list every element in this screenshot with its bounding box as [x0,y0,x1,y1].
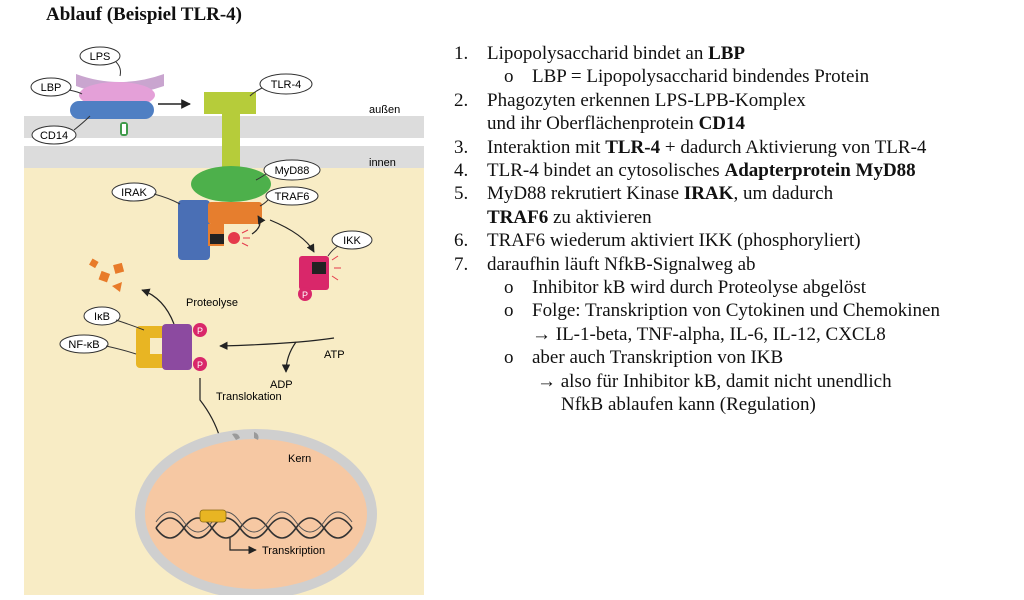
proteolyse-label: Proteolyse [186,297,238,309]
step-1-sub: o LBP = Lipopolysaccharid bindendes Prote… [504,66,870,88]
step-1: 1. Lipopolysaccharid bindet an LBP [454,43,746,64]
step-2: 2. Phagozyten erkennen LPS-LPB-Komplex un… [454,89,806,135]
traf6-shape [208,202,262,224]
step-list: 1. Lipopolysaccharid bindet an LBP o LBP =… [454,42,1022,417]
step-7: 7. daraufhin läuft NfkB-Signalweg ab [454,253,756,275]
arrow-icon: → [532,323,551,345]
svg-text:P: P [302,290,308,300]
inside-label: innen [369,157,396,169]
ikb-label-bubble: IκB [83,306,145,331]
cd14-shape [70,101,154,119]
traf6-label: TRAF6 [275,191,310,203]
traf6-label-bubble: TRAF6 [259,186,319,207]
irak-label: IRAK [121,187,147,199]
lbp-label: LBP [41,82,62,94]
proteolysis-fragments [89,258,125,292]
step-4: 4. TLR-4 bindet an cytosolisches Adapterp… [454,160,916,182]
step-6: 6. TRAF6 wiederum aktiviert IKK (phosphor… [454,230,861,252]
ikb-label: IκB [94,311,110,323]
tlr4-label: TLR-4 [271,79,302,91]
dna-helix [155,511,353,539]
cd14-label: CD14 [40,130,68,142]
step-7-sub-a: o Inhibitor kB wird durch Proteolyse abge… [504,277,867,299]
nfkb-label-bubble: NF-κB [59,334,137,355]
ikk-label-bubble: IKK [327,230,373,257]
step-7-sub-c-cont2: NfkB ablaufen kann (Regulation) [561,394,816,416]
svg-text:P: P [197,360,203,370]
ikk-label: IKK [343,235,361,247]
nfkb-dna-bound [199,509,227,523]
cd14-label-bubble: CD14 [31,115,91,145]
irak-shape [178,200,210,260]
lps-label-bubble: LPS [79,46,121,77]
svg-text:P: P [197,326,203,336]
transkription-label: Transkription [262,545,325,557]
step-7-sub-b: o Folge: Transkription von Cytokinen und … [504,300,940,322]
arrow-icon: → [537,370,556,392]
tlr4-signaling-diagram: LPS LBP CD14 TLR-4 außen innen MyD88 [24,38,424,599]
lbp-label-bubble: LBP [30,77,83,97]
nfkb-label: NF-κB [68,339,99,351]
irak-label-bubble: IRAK [111,182,181,205]
adp-label: ADP [270,379,293,391]
slide-title: Ablauf (Beispiel TLR-4) [46,4,243,25]
lps-label: LPS [90,51,111,63]
translokation-label: Translokation [216,391,282,403]
myd88-shape [191,166,271,202]
ikk-phosphate [298,287,312,301]
outside-label: außen [369,104,400,116]
myd88-label-bubble: MyD88 [255,159,321,181]
atp-label: ATP [324,349,345,361]
step-7-sub-c-cont: → also für Inhibitor kB, damit nicht une… [537,370,892,392]
kern-label: Kern [288,453,311,465]
nucleus [135,429,377,599]
ikb-shape [162,324,192,370]
step-3: 3. Interaktion mit TLR-4 + dadurch Aktivi… [454,136,927,158]
step-7-sub-c: o aber auch Transkription von IKB [504,347,784,369]
myd88-label: MyD88 [275,165,310,177]
step-7-sub-b-cont: → IL-1-beta, TNF-alpha, IL-6, IL-12, CXC… [532,323,886,345]
step-5: 5. MyD88 rekrutiert Kinase IRAK, um dadur… [454,183,834,228]
tlr4-label-bubble: TLR-4 [249,73,313,97]
tlr4-shape [204,92,256,114]
